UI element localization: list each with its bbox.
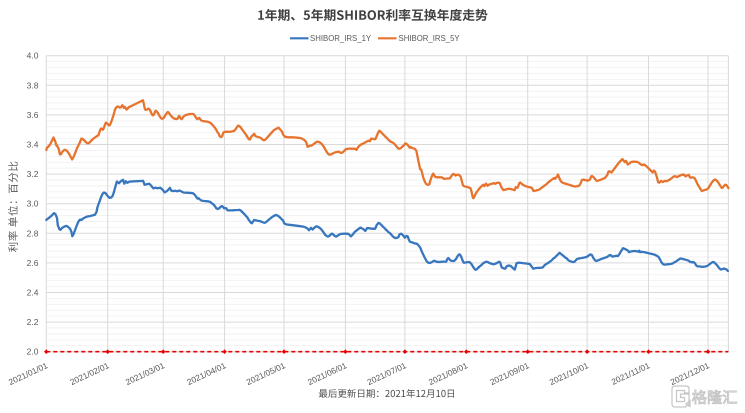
svg-text:SHIBOR_IRS_1Y: SHIBOR_IRS_1Y [310, 34, 372, 43]
svg-text:3.4: 3.4 [27, 140, 39, 150]
svg-text:2.0: 2.0 [27, 347, 39, 357]
svg-text:3.6: 3.6 [27, 110, 39, 120]
svg-text:3.0: 3.0 [27, 199, 39, 209]
svg-text:2.2: 2.2 [27, 317, 39, 327]
svg-text:2.8: 2.8 [27, 228, 39, 238]
svg-text:4.0: 4.0 [27, 51, 39, 61]
svg-text:2.4: 2.4 [27, 288, 39, 298]
svg-text:3.8: 3.8 [27, 80, 39, 90]
svg-text:2.6: 2.6 [27, 258, 39, 268]
svg-text:SHIBOR_IRS_5Y: SHIBOR_IRS_5Y [399, 34, 461, 43]
svg-text:3.2: 3.2 [27, 169, 39, 179]
